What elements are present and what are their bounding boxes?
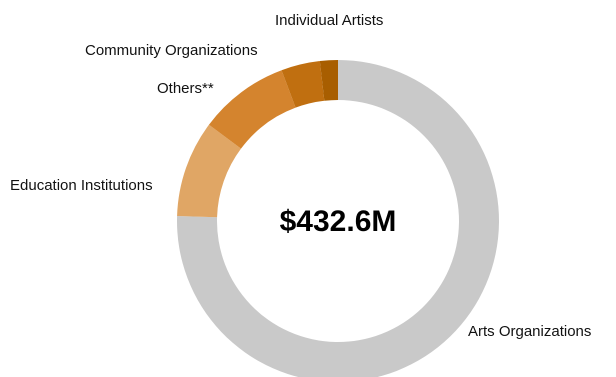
slice-label-education-institutions: Education Institutions (10, 177, 153, 194)
slice-labels: Arts Organizations Education Institutions… (10, 12, 591, 340)
slice-label-community-organizations: Community Organizations (85, 42, 258, 59)
slice-label-individual-artists: Individual Artists (275, 12, 383, 29)
slice-education-institutions (177, 124, 242, 218)
center-total-label: $432.6M (280, 205, 397, 238)
slice-label-arts-organizations: Arts Organizations (468, 323, 591, 340)
slice-individual-artists (319, 60, 338, 101)
slice-label-others: Others** (157, 80, 214, 97)
slice-community-organizations (281, 61, 325, 108)
slice-others (208, 70, 296, 149)
donut-slices (177, 60, 499, 377)
